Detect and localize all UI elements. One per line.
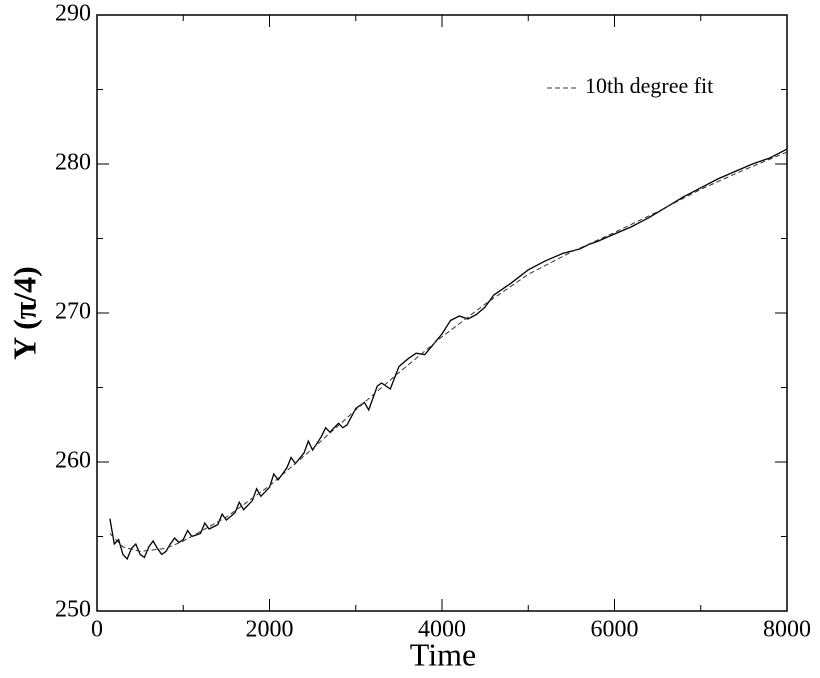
series-line bbox=[109, 151, 788, 552]
series-line bbox=[109, 148, 788, 561]
x-axis-label: Time bbox=[410, 636, 476, 672]
plot-frame bbox=[96, 14, 788, 612]
y-tick-label: 290 bbox=[55, 1, 91, 27]
y-tick-label: 270 bbox=[55, 299, 91, 325]
x-tick-label: 8000 bbox=[763, 617, 811, 643]
x-tick-label: 4000 bbox=[418, 617, 466, 643]
y-tick-label: 250 bbox=[55, 597, 91, 623]
legend-label: 10th degree fit bbox=[585, 73, 713, 98]
x-tick-label: 2000 bbox=[246, 617, 294, 643]
x-tick-label: 6000 bbox=[591, 617, 639, 643]
x-tick-label: 0 bbox=[91, 617, 103, 643]
y-tick-label: 260 bbox=[55, 448, 91, 474]
y-tick-label: 280 bbox=[55, 150, 91, 176]
y-axis-label: Y (π/4) bbox=[6, 266, 42, 360]
